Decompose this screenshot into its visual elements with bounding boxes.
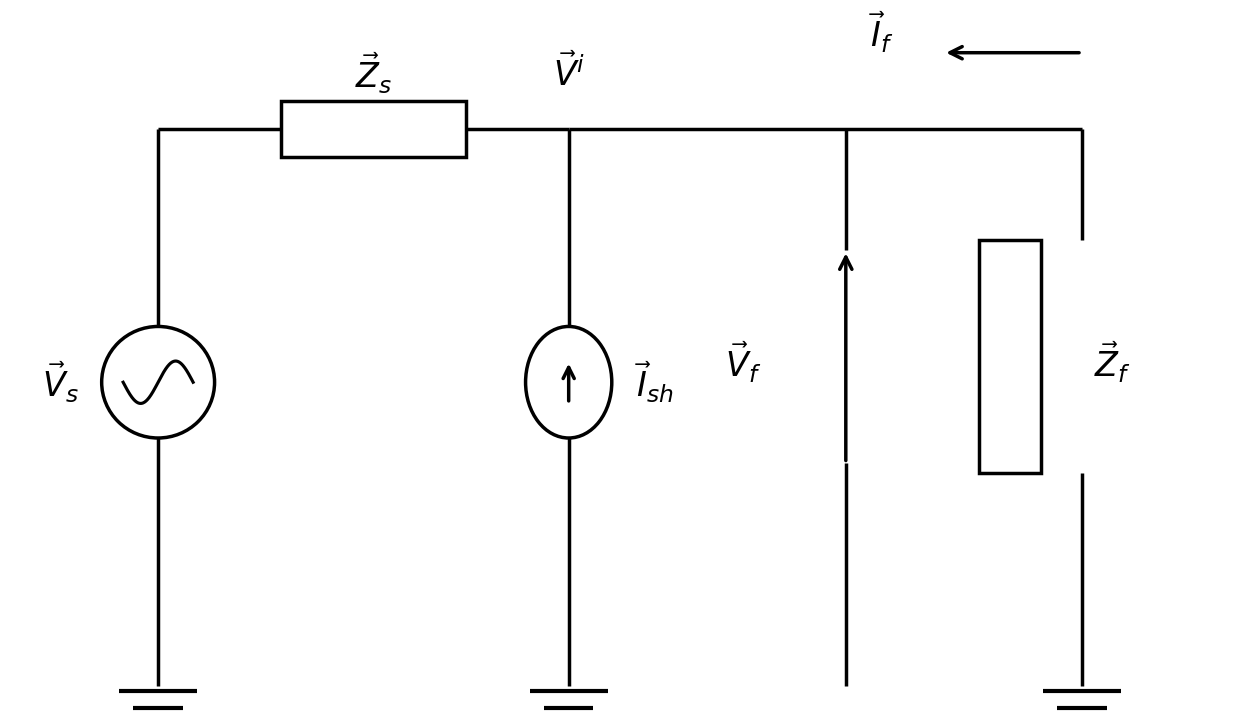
Bar bbox=[281, 101, 466, 156]
Text: $\vec{Z}_f$: $\vec{Z}_f$ bbox=[1094, 339, 1131, 385]
Text: $\vec{Z}_s$: $\vec{Z}_s$ bbox=[355, 50, 393, 96]
Text: $\vec{I}_{sh}$: $\vec{I}_{sh}$ bbox=[635, 360, 675, 405]
Bar bbox=[980, 240, 1040, 474]
Text: $\vec{V}_s$: $\vec{V}_s$ bbox=[42, 360, 79, 405]
Text: $\vec{I}_f$: $\vec{I}_f$ bbox=[869, 9, 894, 56]
Text: $\vec{V}_f$: $\vec{V}_f$ bbox=[725, 339, 761, 385]
Text: $\vec{V}^i$: $\vec{V}^i$ bbox=[553, 53, 584, 93]
